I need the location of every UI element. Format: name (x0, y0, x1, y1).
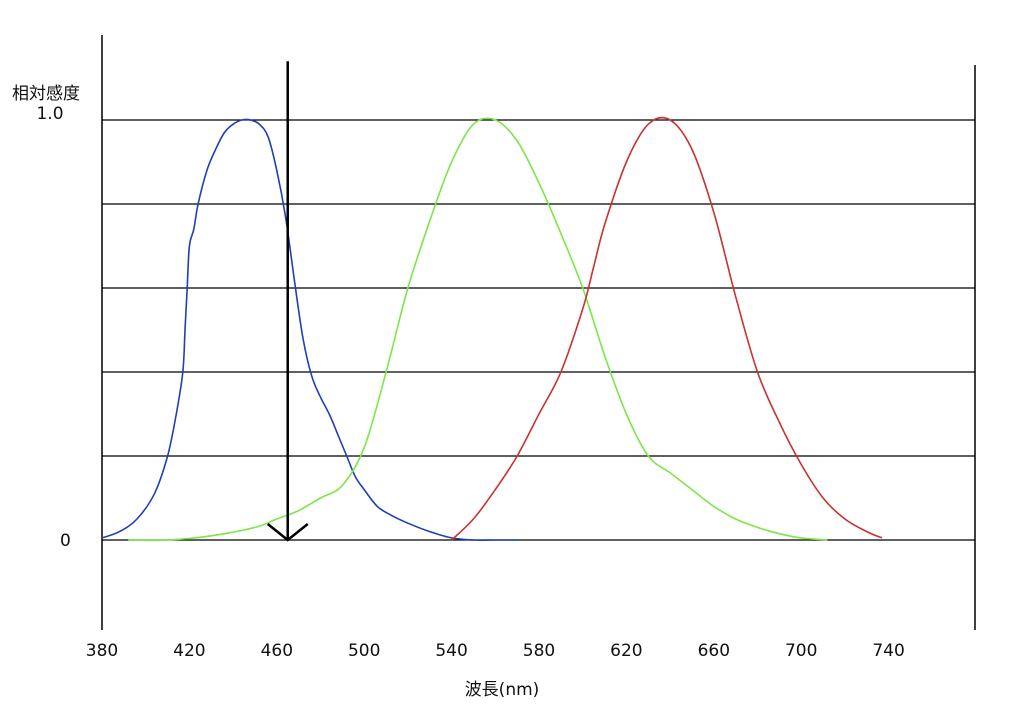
x-axis-title: 波長(nm) (465, 680, 540, 700)
y-tick-labels: 1.00 (36, 104, 70, 551)
x-tick-label-2: 460 (261, 641, 293, 661)
arrow-head-0 (266, 523, 309, 542)
x-tick-label-9: 740 (872, 641, 904, 661)
x-tick-label-6: 620 (610, 641, 642, 661)
x-tick-label-3: 500 (348, 641, 380, 661)
annotations (266, 61, 309, 542)
y-axis-title: 相対感度 (12, 84, 80, 104)
series-line-1 (128, 117, 828, 542)
x-tick-label-4: 540 (435, 641, 467, 661)
x-tick-label-8: 700 (785, 641, 817, 661)
series-lines (101, 116, 883, 542)
x-tick-label-0: 380 (86, 641, 118, 661)
series-line-2 (451, 116, 883, 541)
x-tick-label-1: 420 (173, 641, 205, 661)
x-tick-label-7: 660 (698, 641, 730, 661)
x-tick-label-5: 580 (523, 641, 555, 661)
y-tick-label-1: 0 (60, 531, 71, 551)
x-tick-labels: 380 420 460 500 540 580 620 660 700 740 (86, 641, 905, 661)
series-line-0 (101, 118, 518, 541)
y-tick-label-0: 1.0 (36, 104, 63, 124)
